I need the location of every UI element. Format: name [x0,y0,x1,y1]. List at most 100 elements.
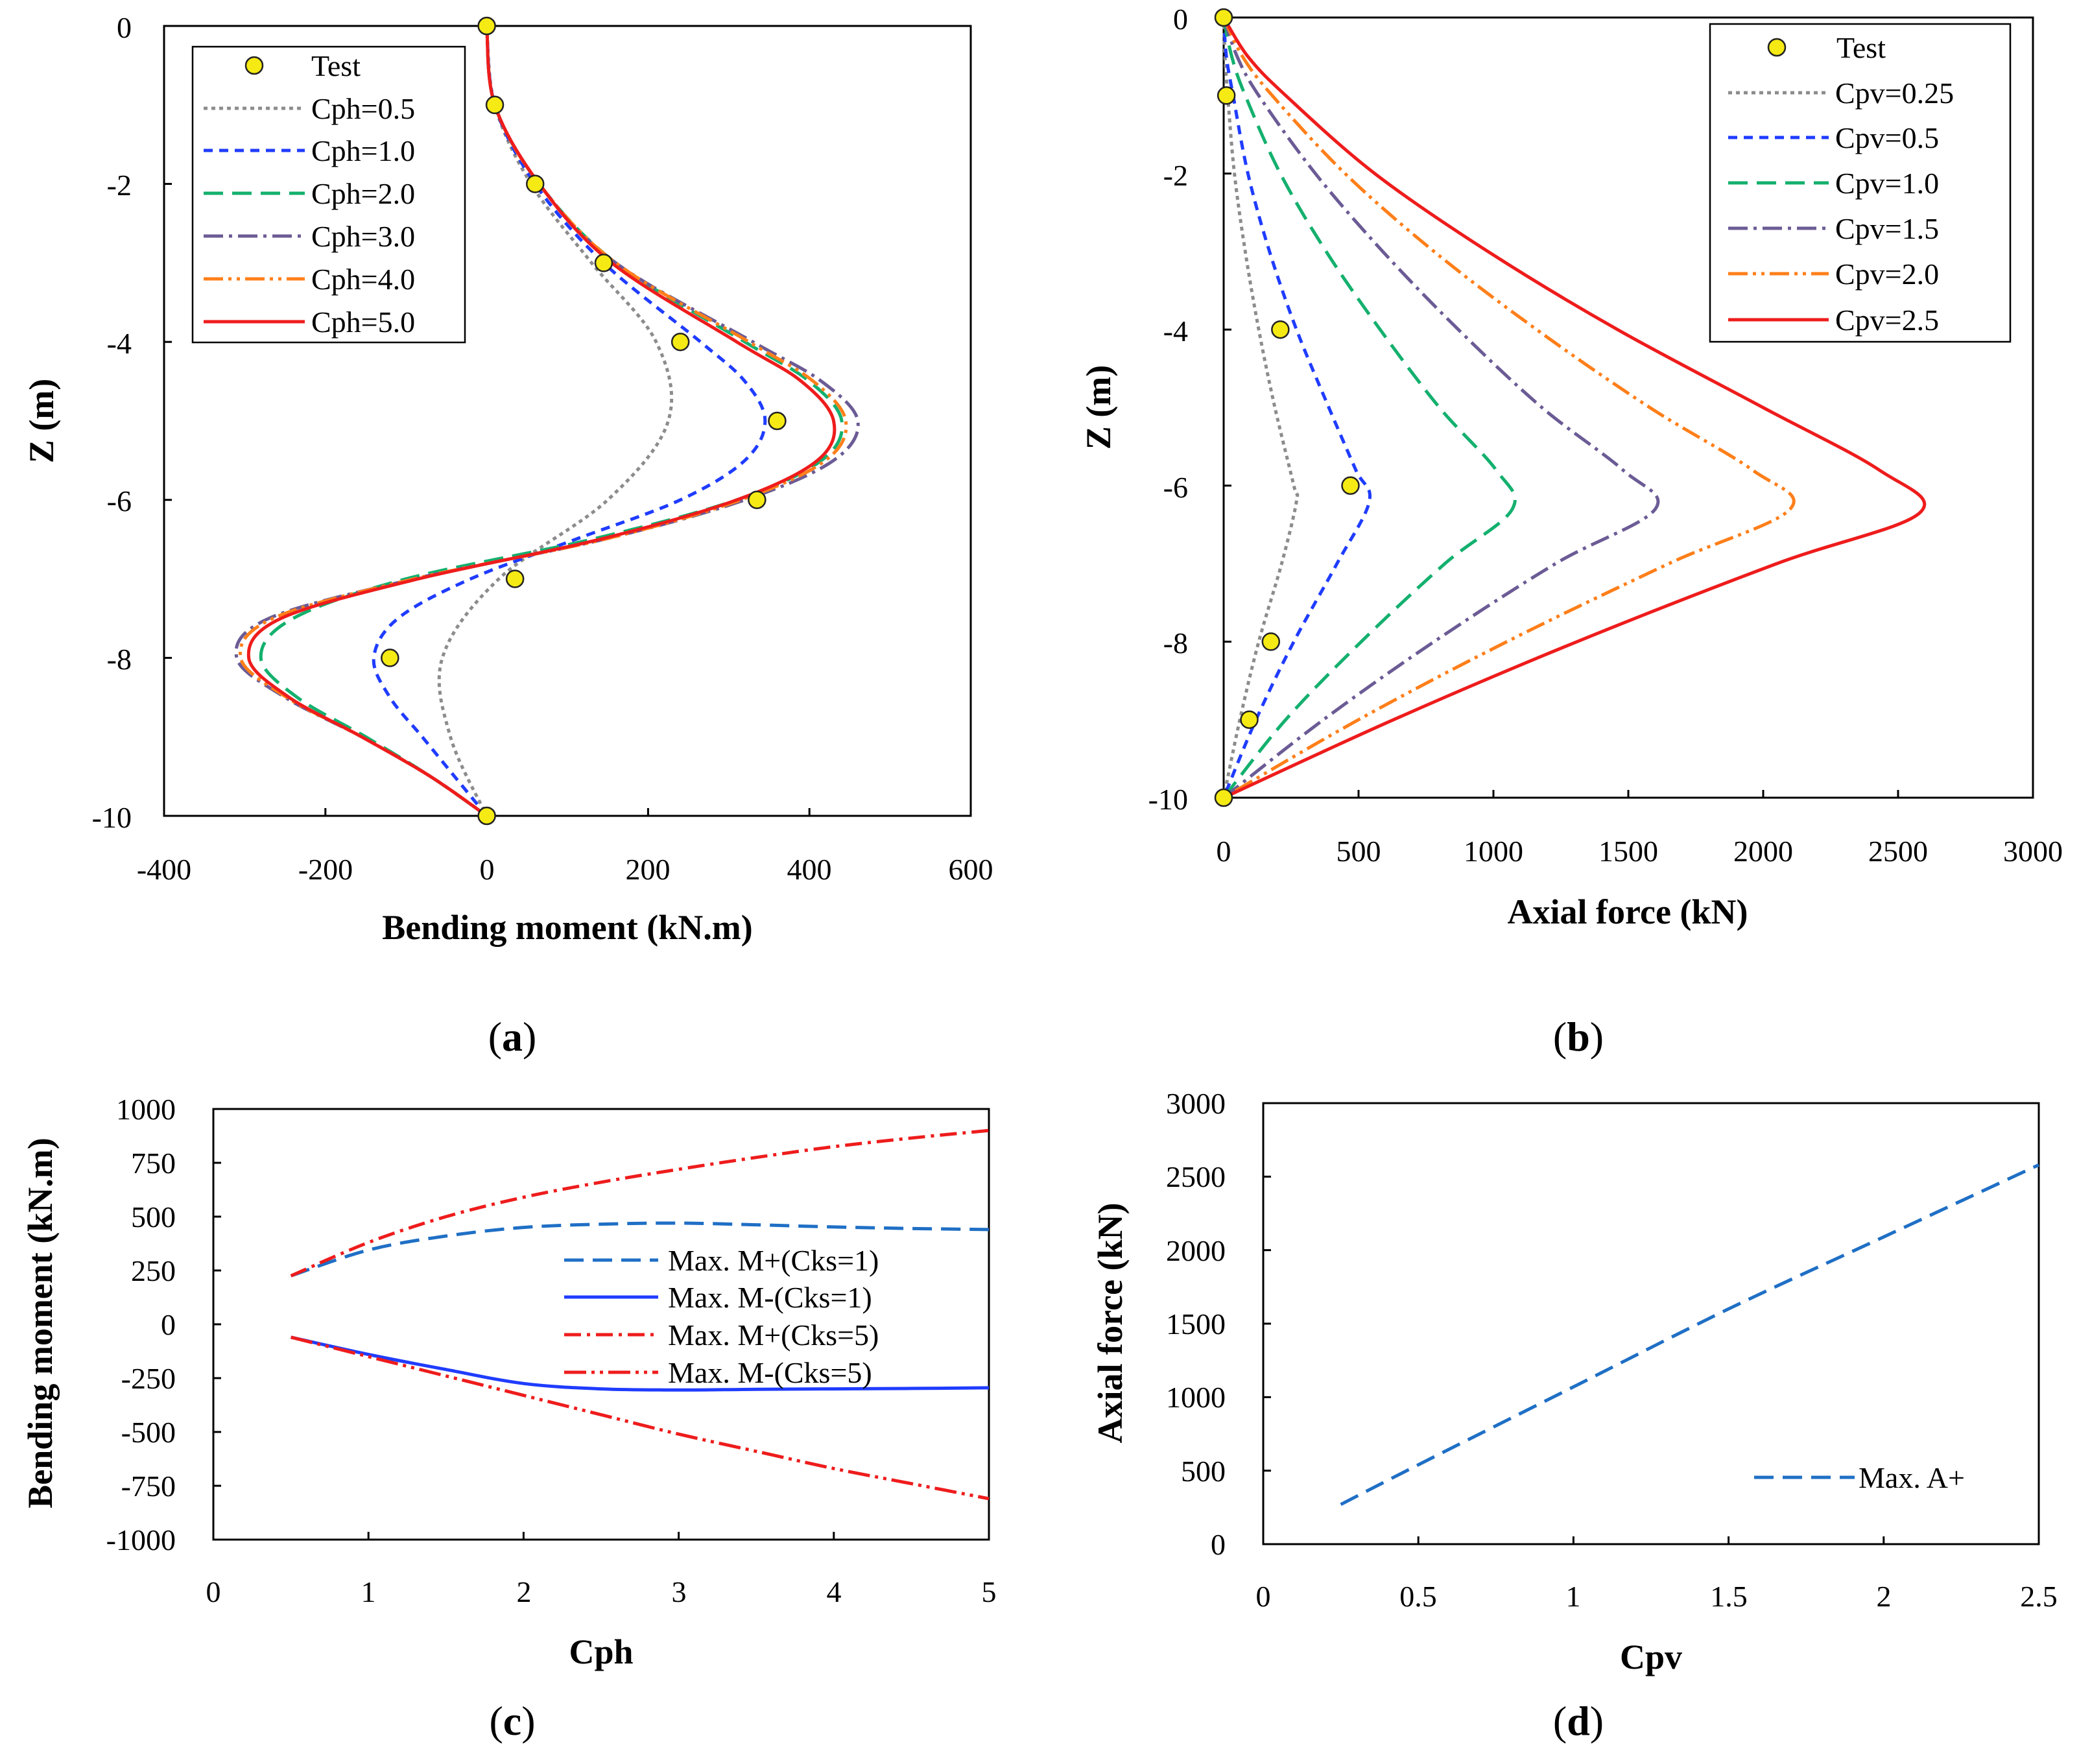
y-tick-label-d-6: 0 [1211,1528,1226,1561]
curves-d [1340,1163,2040,1507]
x-tick-label-a-2: 0 [480,853,495,886]
legend-marker-test-a [244,56,264,75]
x-tick-label-a-5: 600 [949,853,993,886]
legend-b: Test Cpv=0.25 Cpv=0.5 Cpv=1.0 Cpv=1.5 Cp… [1709,23,2012,343]
legend-label-a-4: Cph=4.0 [311,263,415,296]
plot-frame-a [163,25,972,817]
x-axis-label-c: Cph [569,1632,633,1671]
test-point-a-3 [594,254,613,272]
curve-a-c05 [437,25,674,817]
y-axis-label-a: Z (m) [22,379,61,463]
panel-a: 0 -2 -4 -6 -8 -10 -400 -200 0 200 400 60… [22,11,993,1060]
test-point-a-6 [748,490,766,510]
x-tick-label-c-3: 3 [672,1575,687,1608]
x-tick-label-a-1: -200 [298,853,353,886]
y-tick-label-d-3: 1500 [1166,1307,1226,1341]
test-point-a-9 [477,806,496,826]
x-tick-label-d-0: 0 [1256,1580,1271,1613]
x-tick-label-b-3: 1500 [1598,835,1658,868]
panel-d: 3000 2500 2000 1500 1000 500 0 0 0.5 1 1… [1091,1087,2058,1744]
y-tick-label-a-0: 0 [117,11,132,44]
x-axis-label-a: Bending moment (kN.m) [382,908,753,947]
test-point-a-7 [505,569,525,588]
curve-c-mm5 [290,1335,990,1501]
y-tick-label-b-5: -10 [1148,783,1188,816]
x-tick-label-d-2: 1 [1566,1580,1581,1613]
test-point-b-1 [1217,86,1236,105]
y-tick-label-a-4: -8 [107,643,132,676]
x-tick-label-b-0: 0 [1217,835,1231,868]
y-tick-label-d-2: 2000 [1166,1234,1226,1267]
legend-label-a-0: Cph=0.5 [311,92,415,125]
y-tick-label-d-4: 1000 [1166,1381,1226,1414]
legend-label-c-2: Max. M+(Cks=5) [668,1318,879,1352]
y-tick-label-b-0: 0 [1173,3,1188,36]
y-tick-label-c-4: 0 [161,1308,176,1341]
caption-d: (d) [1553,1698,1604,1744]
test-point-a-1 [485,95,505,115]
x-tick-label-c-5: 5 [982,1575,997,1608]
y-tick-label-a-1: -2 [107,169,132,202]
curve-b-p15 [1222,17,1660,799]
y-tick-label-d-1: 2500 [1166,1160,1226,1193]
x-tick-label-b-6: 3000 [2003,835,2063,868]
y-tick-label-a-3: -6 [107,484,132,518]
y-tick-label-c-5: -250 [121,1362,176,1395]
y-tick-label-b-4: -8 [1163,626,1188,660]
legend-label-b-4: Cpv=2.0 [1835,257,1939,291]
caption-a: (a) [488,1014,537,1060]
panel-c: 1000 750 500 250 0 -250 -500 -750 -1000 … [21,1093,997,1744]
tick-marks-c [212,1108,990,1541]
tick-marks-a [163,25,972,817]
curve-d-ap [1340,1163,2040,1507]
caption-letter-d: d [1567,1698,1590,1744]
test-markers-b [1214,8,1360,807]
legend-marker-test-b [1767,38,1787,57]
y-tick-label-c-0: 1000 [116,1093,176,1126]
y-axis-label-c: Bending moment (kN.m) [21,1138,60,1508]
test-point-b-4 [1261,632,1281,651]
y-tick-label-b-3: -6 [1163,471,1188,504]
x-tick-label-c-2: 2 [517,1575,532,1608]
y-tick-label-a-5: -10 [92,801,132,834]
test-point-b-2 [1271,320,1290,339]
y-tick-label-c-1: 750 [131,1147,176,1180]
test-point-b-0 [1214,8,1233,27]
y-tick-label-b-1: -2 [1163,159,1188,192]
curve-b-p25 [1222,16,1927,800]
caption-b: (b) [1553,1014,1604,1060]
y-axis-label-d: Axial force (kN) [1091,1203,1130,1444]
legend-label-a-1: Cph=1.0 [311,134,415,167]
x-axis-label-b: Axial force (kN) [1508,892,1748,931]
legend-label-c-3: Max. M-(Cks=5) [668,1356,872,1389]
test-point-a-8 [381,649,399,667]
test-point-a-0 [477,16,496,36]
legend-label-c-1: Max. M-(Cks=1) [668,1281,872,1314]
y-tick-label-c-8: -1000 [106,1523,176,1556]
x-tick-label-b-2: 1000 [1464,835,1523,868]
legend-label-a-2: Cph=2.0 [311,177,415,210]
y-tick-label-b-2: -4 [1163,315,1188,348]
x-tick-label-b-5: 2500 [1868,835,1928,868]
y-tick-label-a-2: -4 [107,327,132,360]
y-tick-label-d-0: 3000 [1166,1087,1226,1120]
legend-label-a-3: Cph=3.0 [311,220,415,253]
legend-label-test-b: Test [1836,31,1886,64]
y-tick-label-d-5: 500 [1181,1455,1226,1488]
x-tick-label-d-3: 1.5 [1710,1580,1748,1613]
y-tick-label-c-7: -750 [121,1470,176,1503]
caption-letter-c: c [503,1698,521,1744]
curve-a-c50 [246,25,837,818]
legend-label-b-3: Cpv=1.5 [1835,212,1939,245]
curve-b-p20 [1222,16,1796,800]
test-point-a-2 [525,174,545,193]
curve-c-mm1 [291,1335,990,1392]
test-point-a-5 [768,411,787,431]
y-tick-label-c-3: 250 [131,1254,176,1287]
legend-c: Max. M+(Cks=1) Max. M-(Cks=1) Max. M+(Ck… [564,1244,879,1389]
legend-label-test-a: Test [311,49,361,82]
x-tick-label-d-5: 2.5 [2020,1580,2058,1613]
x-tick-label-b-1: 500 [1336,835,1381,868]
legend-label-c-0: Max. M+(Cks=1) [668,1244,879,1277]
